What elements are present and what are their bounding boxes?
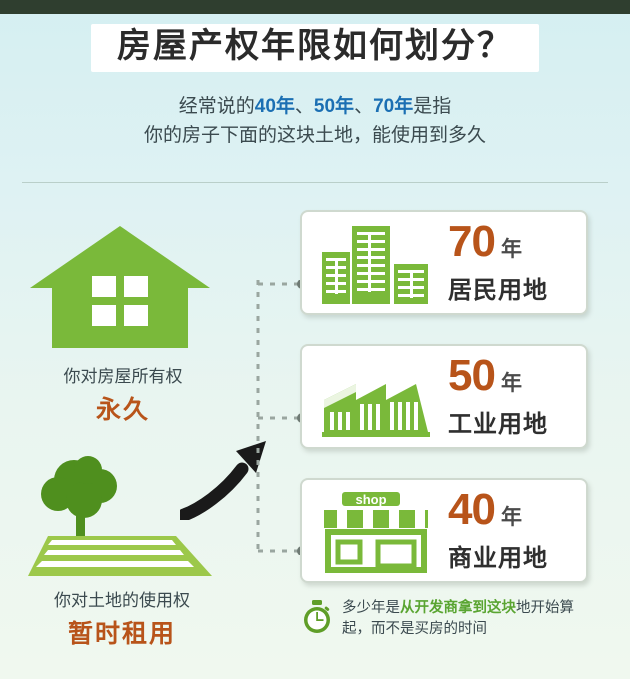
house-value: 永久 <box>95 396 150 424</box>
title-container: 房屋产权年限如何划分？ <box>0 14 630 82</box>
land-value: 暂时租用 <box>67 620 176 648</box>
card-commercial-unit: 年 <box>500 506 522 529</box>
subtitle-prefix: 经常说的 <box>178 96 255 117</box>
subtitle-suffix: 是指 <box>413 96 452 117</box>
header-divider <box>22 182 608 183</box>
card-residential-text: 70 年 居民用地 <box>448 220 584 305</box>
card-industrial-years-row: 50 年 <box>448 354 584 398</box>
footnote-highlight: 从开发商拿到这块 <box>400 600 516 616</box>
subtitle-sep-2: 、 <box>354 96 374 117</box>
title-band: 房屋产权年限如何划分？ <box>91 23 539 73</box>
subtitle-number-50: 50年 <box>313 96 355 117</box>
card-commercial-years: 40 <box>448 485 496 534</box>
card-residential[interactable]: 70 年 居民用地 <box>300 210 588 315</box>
land-caption: 你对土地的使用权 <box>54 591 190 610</box>
card-industrial-years: 50 <box>448 351 496 400</box>
card-industrial-label: 工业用地 <box>448 411 548 438</box>
subtitle-number-40: 40年 <box>254 96 295 117</box>
card-commercial-label: 商业用地 <box>448 545 548 572</box>
footnote: 多少年是从开发商拿到这块地开始算起，而不是买房的时间 <box>300 598 600 640</box>
shop-sign-text: shop <box>355 492 386 507</box>
subtitle-line-1: 经常说的40年、50年、70年是指 <box>0 92 630 121</box>
stopwatch-icon <box>300 600 334 634</box>
card-commercial-text: 40 年 商业用地 <box>448 488 584 573</box>
house-caption: 你对房屋所有权 <box>63 367 183 386</box>
footnote-suffix: 地开始算起，而不是买房的时间 <box>342 600 574 638</box>
card-industrial-text: 50 年 工业用地 <box>448 354 584 439</box>
card-residential-label: 居民用地 <box>448 277 548 304</box>
card-commercial-years-row: 40 年 <box>448 488 584 532</box>
factory-icon <box>316 356 436 440</box>
apartment-buildings-icon <box>316 222 436 306</box>
subtitle-sep-1: 、 <box>294 96 314 117</box>
page-title: 房屋产权年限如何划分？ <box>117 26 513 65</box>
card-residential-years: 70 <box>448 217 496 266</box>
house-icon <box>28 222 212 352</box>
tree-field-icon <box>26 450 216 578</box>
card-commercial[interactable]: shop 40 年 商业用地 <box>300 478 588 583</box>
top-bar <box>0 0 630 14</box>
card-industrial[interactable]: 50 年 工业用地 <box>300 344 588 449</box>
subtitle: 经常说的40年、50年、70年是指 你的房子下面的这块土地，能使用到多久 <box>0 92 630 151</box>
card-industrial-unit: 年 <box>500 372 522 395</box>
card-residential-years-row: 70 年 <box>448 220 584 264</box>
footnote-prefix: 多少年是 <box>342 600 400 616</box>
footnote-text: 多少年是从开发商拿到这块地开始算起，而不是买房的时间 <box>342 598 600 640</box>
subtitle-number-70: 70年 <box>373 96 414 117</box>
subtitle-line-2: 你的房子下面的这块土地，能使用到多久 <box>143 125 486 147</box>
card-residential-unit: 年 <box>500 238 522 261</box>
shop-icon: shop <box>316 490 436 574</box>
